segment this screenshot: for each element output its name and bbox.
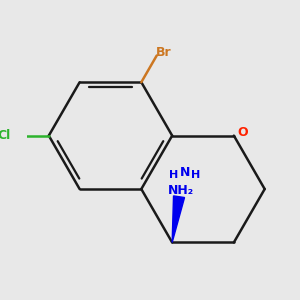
Text: Br: Br [156,46,171,59]
Text: O: O [238,126,248,139]
Text: N: N [179,166,190,179]
Polygon shape [172,196,184,242]
Text: Cl: Cl [0,129,11,142]
Text: H: H [191,170,200,180]
Text: NH₂: NH₂ [168,184,194,197]
Text: H: H [169,170,178,180]
